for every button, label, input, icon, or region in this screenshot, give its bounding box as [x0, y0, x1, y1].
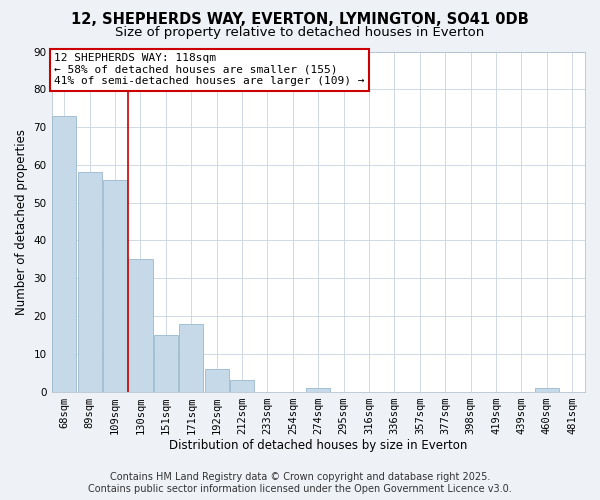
- Text: Contains HM Land Registry data © Crown copyright and database right 2025.
Contai: Contains HM Land Registry data © Crown c…: [88, 472, 512, 494]
- Y-axis label: Number of detached properties: Number of detached properties: [15, 128, 28, 314]
- Bar: [230, 380, 254, 392]
- Bar: [535, 388, 559, 392]
- Bar: [103, 180, 127, 392]
- Text: 12, SHEPHERDS WAY, EVERTON, LYMINGTON, SO41 0DB: 12, SHEPHERDS WAY, EVERTON, LYMINGTON, S…: [71, 12, 529, 28]
- Bar: [205, 369, 229, 392]
- Bar: [154, 335, 178, 392]
- Bar: [77, 172, 102, 392]
- Text: 12 SHEPHERDS WAY: 118sqm
← 58% of detached houses are smaller (155)
41% of semi-: 12 SHEPHERDS WAY: 118sqm ← 58% of detach…: [54, 53, 365, 86]
- Bar: [306, 388, 331, 392]
- Bar: [128, 260, 152, 392]
- Bar: [179, 324, 203, 392]
- Bar: [52, 116, 76, 392]
- X-axis label: Distribution of detached houses by size in Everton: Distribution of detached houses by size …: [169, 440, 467, 452]
- Text: Size of property relative to detached houses in Everton: Size of property relative to detached ho…: [115, 26, 485, 39]
